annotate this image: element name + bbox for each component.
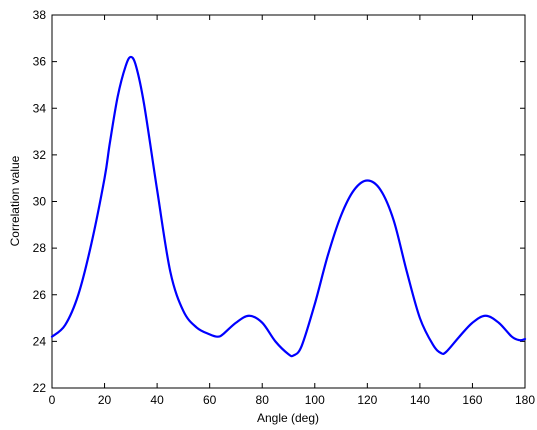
x-tick-label: 160 [462,393,482,407]
x-tick-label: 140 [410,393,430,407]
x-axis-label: Angle (deg) [257,411,319,425]
y-tick-label: 30 [33,195,47,209]
x-tick-label: 20 [98,393,112,407]
plot-area [51,14,526,389]
y-tick-label: 28 [33,241,47,255]
x-tick-label: 100 [305,393,325,407]
y-tick-label: 24 [33,334,47,348]
x-tick-label: 120 [357,393,377,407]
x-tick-label: 180 [515,393,535,407]
y-tick-label: 22 [33,381,47,395]
y-tick-label: 36 [33,55,47,69]
tick-labels: 0 20 40 60 80 100 120 140 160 180 22 24 26 28 30 32 34 36… [33,8,536,407]
x-tick-label: 60 [203,393,217,407]
y-tick-label: 38 [33,8,47,22]
x-tick-label: 80 [256,393,270,407]
series-line [50,55,527,358]
axis-ticks [51,14,526,389]
x-tick-label: 40 [150,393,164,407]
y-tick-label: 34 [33,101,47,115]
x-tick-label: 0 [49,393,56,407]
y-tick-label: 32 [33,148,47,162]
y-axis-label: Correlation value [8,155,22,246]
y-tick-label: 26 [33,288,47,302]
